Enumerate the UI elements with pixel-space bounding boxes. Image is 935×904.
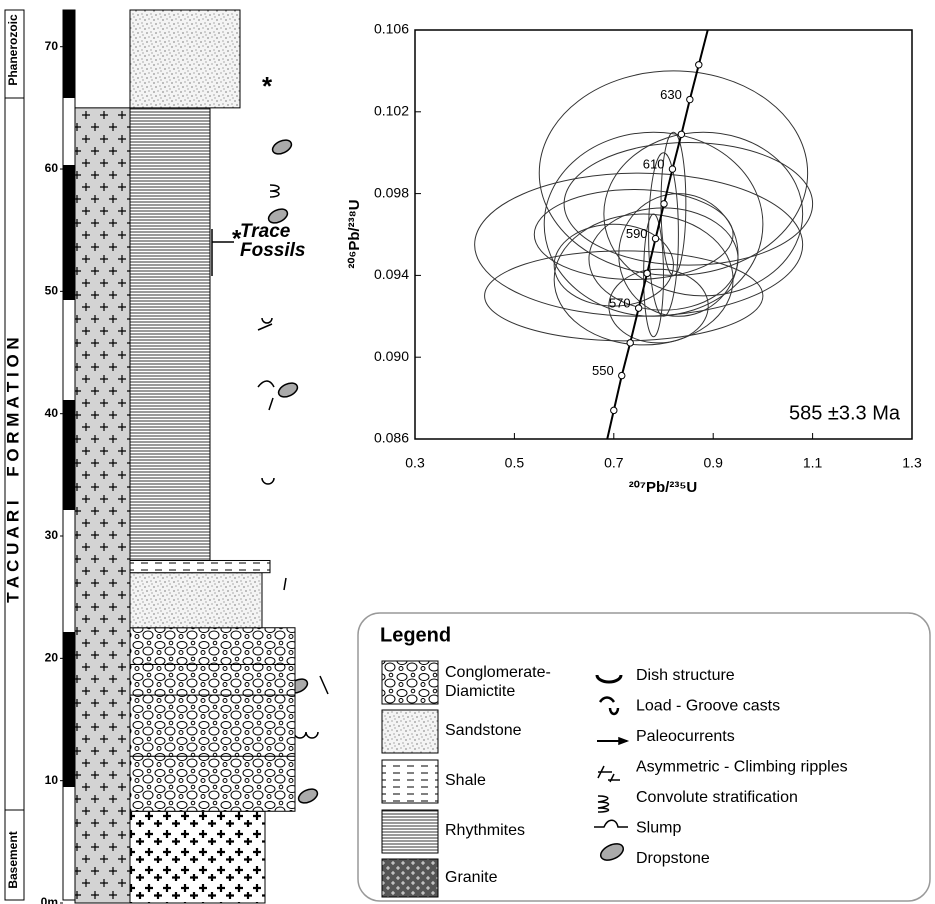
legend-label: Dish structure <box>636 667 735 684</box>
scale-bar-black <box>63 632 75 787</box>
age-marker <box>661 201 667 207</box>
scale-bar-black <box>63 400 75 510</box>
legend-label: Slump <box>636 820 681 837</box>
age-marker <box>669 166 675 172</box>
age-marker <box>635 305 641 311</box>
y-tick-label: 0.086 <box>374 430 409 446</box>
stratigraphic-column: Phanerozoic Basement T A C U A R I F O R… <box>3 10 328 904</box>
bracket <box>212 229 234 276</box>
plot-area: 550 570 590 610 630 <box>475 0 813 549</box>
age-marker <box>619 372 625 378</box>
error-ellipse <box>475 173 803 316</box>
concordia-plot: ²⁰⁷Pb/²³⁵U ²⁰⁶Pb/²³⁸U 585 ±3.3 Ma 0.3 0.5… <box>346 0 922 549</box>
depth-label: 0m <box>41 895 58 904</box>
x-tick-label: 0.5 <box>505 455 525 471</box>
legend-label: Rhythmites <box>445 822 525 839</box>
legend-swatches <box>382 661 438 897</box>
legend-label: Convolute stratification <box>636 789 798 806</box>
y-tick-label: 0.106 <box>374 21 409 37</box>
scale-bar-black <box>63 165 75 300</box>
bed <box>130 756 295 811</box>
depth-label: 10 <box>45 773 59 787</box>
figure: Phanerozoic Basement T A C U A R I F O R… <box>0 0 935 904</box>
legend-title: Legend <box>380 624 451 646</box>
depth-label: 20 <box>45 651 59 665</box>
bed <box>130 108 210 561</box>
bed <box>130 10 240 108</box>
depth-label: 60 <box>45 161 59 175</box>
bed <box>130 628 295 665</box>
bed <box>130 573 262 628</box>
scale-bar-black <box>63 10 75 98</box>
y-axis-label: ²⁰⁶Pb/²³⁸U <box>346 199 363 268</box>
x-tick-label: 0.3 <box>405 455 425 471</box>
depth-label: 40 <box>45 406 59 420</box>
legend-label: Granite <box>445 869 498 886</box>
unit-label: Basement <box>6 831 20 888</box>
concordia-extension <box>582 410 614 549</box>
legend: Legend Conglomerate-DiamictiteSandstoneS… <box>358 613 930 901</box>
legend-label: Sandstone <box>445 722 522 739</box>
legend-label: Load - Groove casts <box>636 698 780 715</box>
y-tick-label: 0.094 <box>374 266 409 282</box>
age-marker <box>652 235 658 241</box>
age-marker <box>687 96 693 102</box>
legend-label: Dropstone <box>636 850 710 867</box>
error-ellipse <box>564 142 813 265</box>
weathered-granite <box>75 108 130 903</box>
age-marker <box>696 62 702 68</box>
x-tick-label: 1.1 <box>803 455 823 471</box>
age-label: 590 <box>626 226 648 241</box>
age-marker <box>644 270 650 276</box>
age-marker <box>627 340 633 346</box>
age-label: 630 <box>660 87 682 102</box>
weathering-zone <box>75 108 130 903</box>
age-label: 550 <box>592 363 614 378</box>
x-tick-label: 0.9 <box>703 455 723 471</box>
formation-label: T A C U A R I F O R M A T I O N <box>3 337 22 602</box>
depth-label: 30 <box>45 528 59 542</box>
legend-label: Shale <box>445 772 486 789</box>
bed <box>130 560 270 572</box>
x-tick-label: 1.3 <box>902 455 922 471</box>
trace-fossils-label: Trace Fossils <box>240 222 320 260</box>
marker: * <box>262 71 273 101</box>
depth-label: 70 <box>45 39 59 53</box>
x-tick-label: 0.7 <box>604 455 624 471</box>
y-tick-label: 0.098 <box>374 184 409 200</box>
legend-label: Paleocurrents <box>636 728 735 745</box>
bed <box>130 811 265 903</box>
age-label: 610 <box>643 156 665 171</box>
figure-canvas: Phanerozoic Basement T A C U A R I F O R… <box>0 0 935 904</box>
unit-label: Phanerozoic <box>6 14 20 86</box>
x-axis-label: ²⁰⁷Pb/²³⁵U <box>629 479 697 496</box>
bed <box>130 695 295 756</box>
concordia-extension <box>699 0 735 65</box>
depth-label: 50 <box>45 284 59 298</box>
bed <box>130 664 295 695</box>
age-marker <box>611 407 617 413</box>
age-label: 570 <box>609 296 631 311</box>
age-annotation: 585 ±3.3 Ma <box>789 402 901 424</box>
y-tick-label: 0.102 <box>374 103 409 119</box>
age-marker <box>678 131 684 137</box>
legend-label: Asymmetric - Climbing ripples <box>636 759 848 776</box>
y-tick-label: 0.090 <box>374 348 409 364</box>
